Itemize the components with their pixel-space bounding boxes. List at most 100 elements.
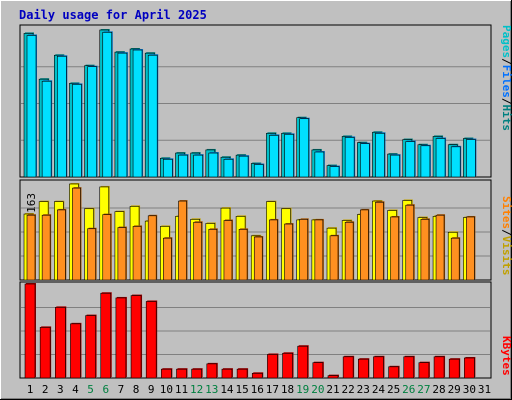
bar-kbytes (236, 368, 248, 379)
bar-files (193, 154, 203, 178)
day-label: 23 (357, 383, 370, 396)
bar-sites (117, 227, 127, 281)
bar-kbytes (433, 356, 445, 379)
day-labels: 1 2 3 4 5 6 7 8 9 10 11 12 13 14 15 16 17 18 19 20 21 22 23 24 2… (27, 383, 491, 396)
bar-kbytes (388, 366, 399, 379)
day-label: 30 (463, 383, 476, 396)
bar-files (253, 164, 264, 178)
day-label: 20 (311, 383, 324, 396)
day-label: 22 (342, 383, 355, 396)
bar-sites (284, 223, 293, 281)
day-label: 18 (281, 383, 294, 396)
bar-kbytes (54, 307, 66, 379)
bar-sites (466, 216, 475, 281)
bar-sites (253, 236, 263, 281)
day-label: 14 (220, 383, 234, 396)
bar-kbytes (357, 358, 369, 379)
day-label: 7 (118, 383, 125, 396)
bar-sites (329, 235, 339, 281)
bar-files (420, 145, 431, 178)
bar-files (344, 137, 355, 178)
bar-files (359, 143, 370, 178)
bar-kbytes (297, 345, 309, 379)
bar-sites (72, 187, 81, 281)
bar-files (26, 35, 37, 178)
bar-files (450, 146, 461, 178)
bar-sites (208, 229, 218, 281)
visits-max-label: 163 (25, 193, 38, 213)
bar-sites (435, 214, 445, 281)
day-label: 19 (296, 383, 309, 396)
bar-sites (405, 204, 415, 281)
bar-sites (238, 229, 248, 281)
bar-kbytes (251, 372, 263, 379)
bar-kbytes (191, 368, 202, 379)
bar-sites (147, 215, 157, 281)
bar-sites (26, 214, 36, 281)
day-label: 28 (432, 383, 445, 396)
day-label: 31 (478, 383, 491, 396)
bar-files (269, 135, 279, 178)
day-label: 13 (205, 383, 218, 396)
bar-files (132, 49, 143, 178)
bar-files (466, 139, 476, 178)
bar-sites (87, 228, 96, 281)
bar-kbytes (418, 362, 430, 379)
bar-files (56, 55, 67, 178)
bar-files (284, 134, 294, 178)
bar-kbytes (39, 327, 51, 379)
legend-pages: Pages (500, 25, 512, 58)
bar-files (87, 66, 97, 178)
day-label: 8 (133, 383, 140, 396)
bar-kbytes (206, 363, 218, 379)
bar-kbytes (448, 358, 460, 379)
bar-sites (420, 219, 430, 281)
legend-files: Files (500, 65, 512, 98)
day-label: 3 (57, 383, 64, 396)
legend-kbytes: KBytes (500, 336, 512, 376)
hits-files-panel: 7063 Pages/Files/Hits (19, 24, 512, 178)
bar-sites (102, 214, 112, 281)
bar-kbytes (403, 356, 415, 379)
bar-kbytes (130, 295, 142, 379)
bar-kbytes (100, 292, 112, 379)
bar-files (41, 80, 52, 178)
bar-kbytes (221, 368, 233, 379)
bar-kbytes (161, 368, 172, 379)
bar-kbytes (145, 301, 157, 379)
bar-kbytes (464, 357, 475, 379)
day-label: 6 (102, 383, 109, 396)
bar-sites (450, 237, 460, 281)
bar-kbytes (176, 368, 187, 379)
bar-files (178, 154, 188, 178)
legend-sites: Sites (500, 196, 512, 229)
legend-hits: Hits (500, 105, 512, 132)
visits-sites-legend: Sites/Visits (500, 196, 512, 276)
bar-kbytes (327, 375, 339, 379)
day-label: 5 (87, 383, 94, 396)
bar-sites (390, 216, 399, 281)
day-label: 27 (417, 383, 430, 396)
bar-sites (344, 221, 354, 281)
bar-sites (193, 221, 202, 281)
bar-files (435, 138, 446, 178)
bar-sites (269, 219, 278, 281)
bar-files (299, 118, 310, 178)
day-label: 2 (42, 383, 49, 396)
bar-files (329, 166, 340, 178)
kbytes-panel: 798377 KBytes (19, 281, 512, 379)
bar-sites (132, 226, 142, 281)
visits-sites-panel: 163 Sites/Visits (19, 179, 512, 281)
bar-files (314, 151, 325, 178)
bar-kbytes (115, 297, 127, 379)
bar-kbytes (312, 362, 324, 379)
bar-kbytes (373, 356, 384, 379)
day-label: 26 (402, 383, 415, 396)
day-label: 17 (266, 383, 279, 396)
bar-sites (223, 220, 233, 281)
bar-sites (299, 219, 309, 281)
chart-title: Daily usage for April 2025 (19, 8, 207, 22)
bar-files (375, 132, 385, 178)
bar-kbytes (70, 323, 81, 379)
